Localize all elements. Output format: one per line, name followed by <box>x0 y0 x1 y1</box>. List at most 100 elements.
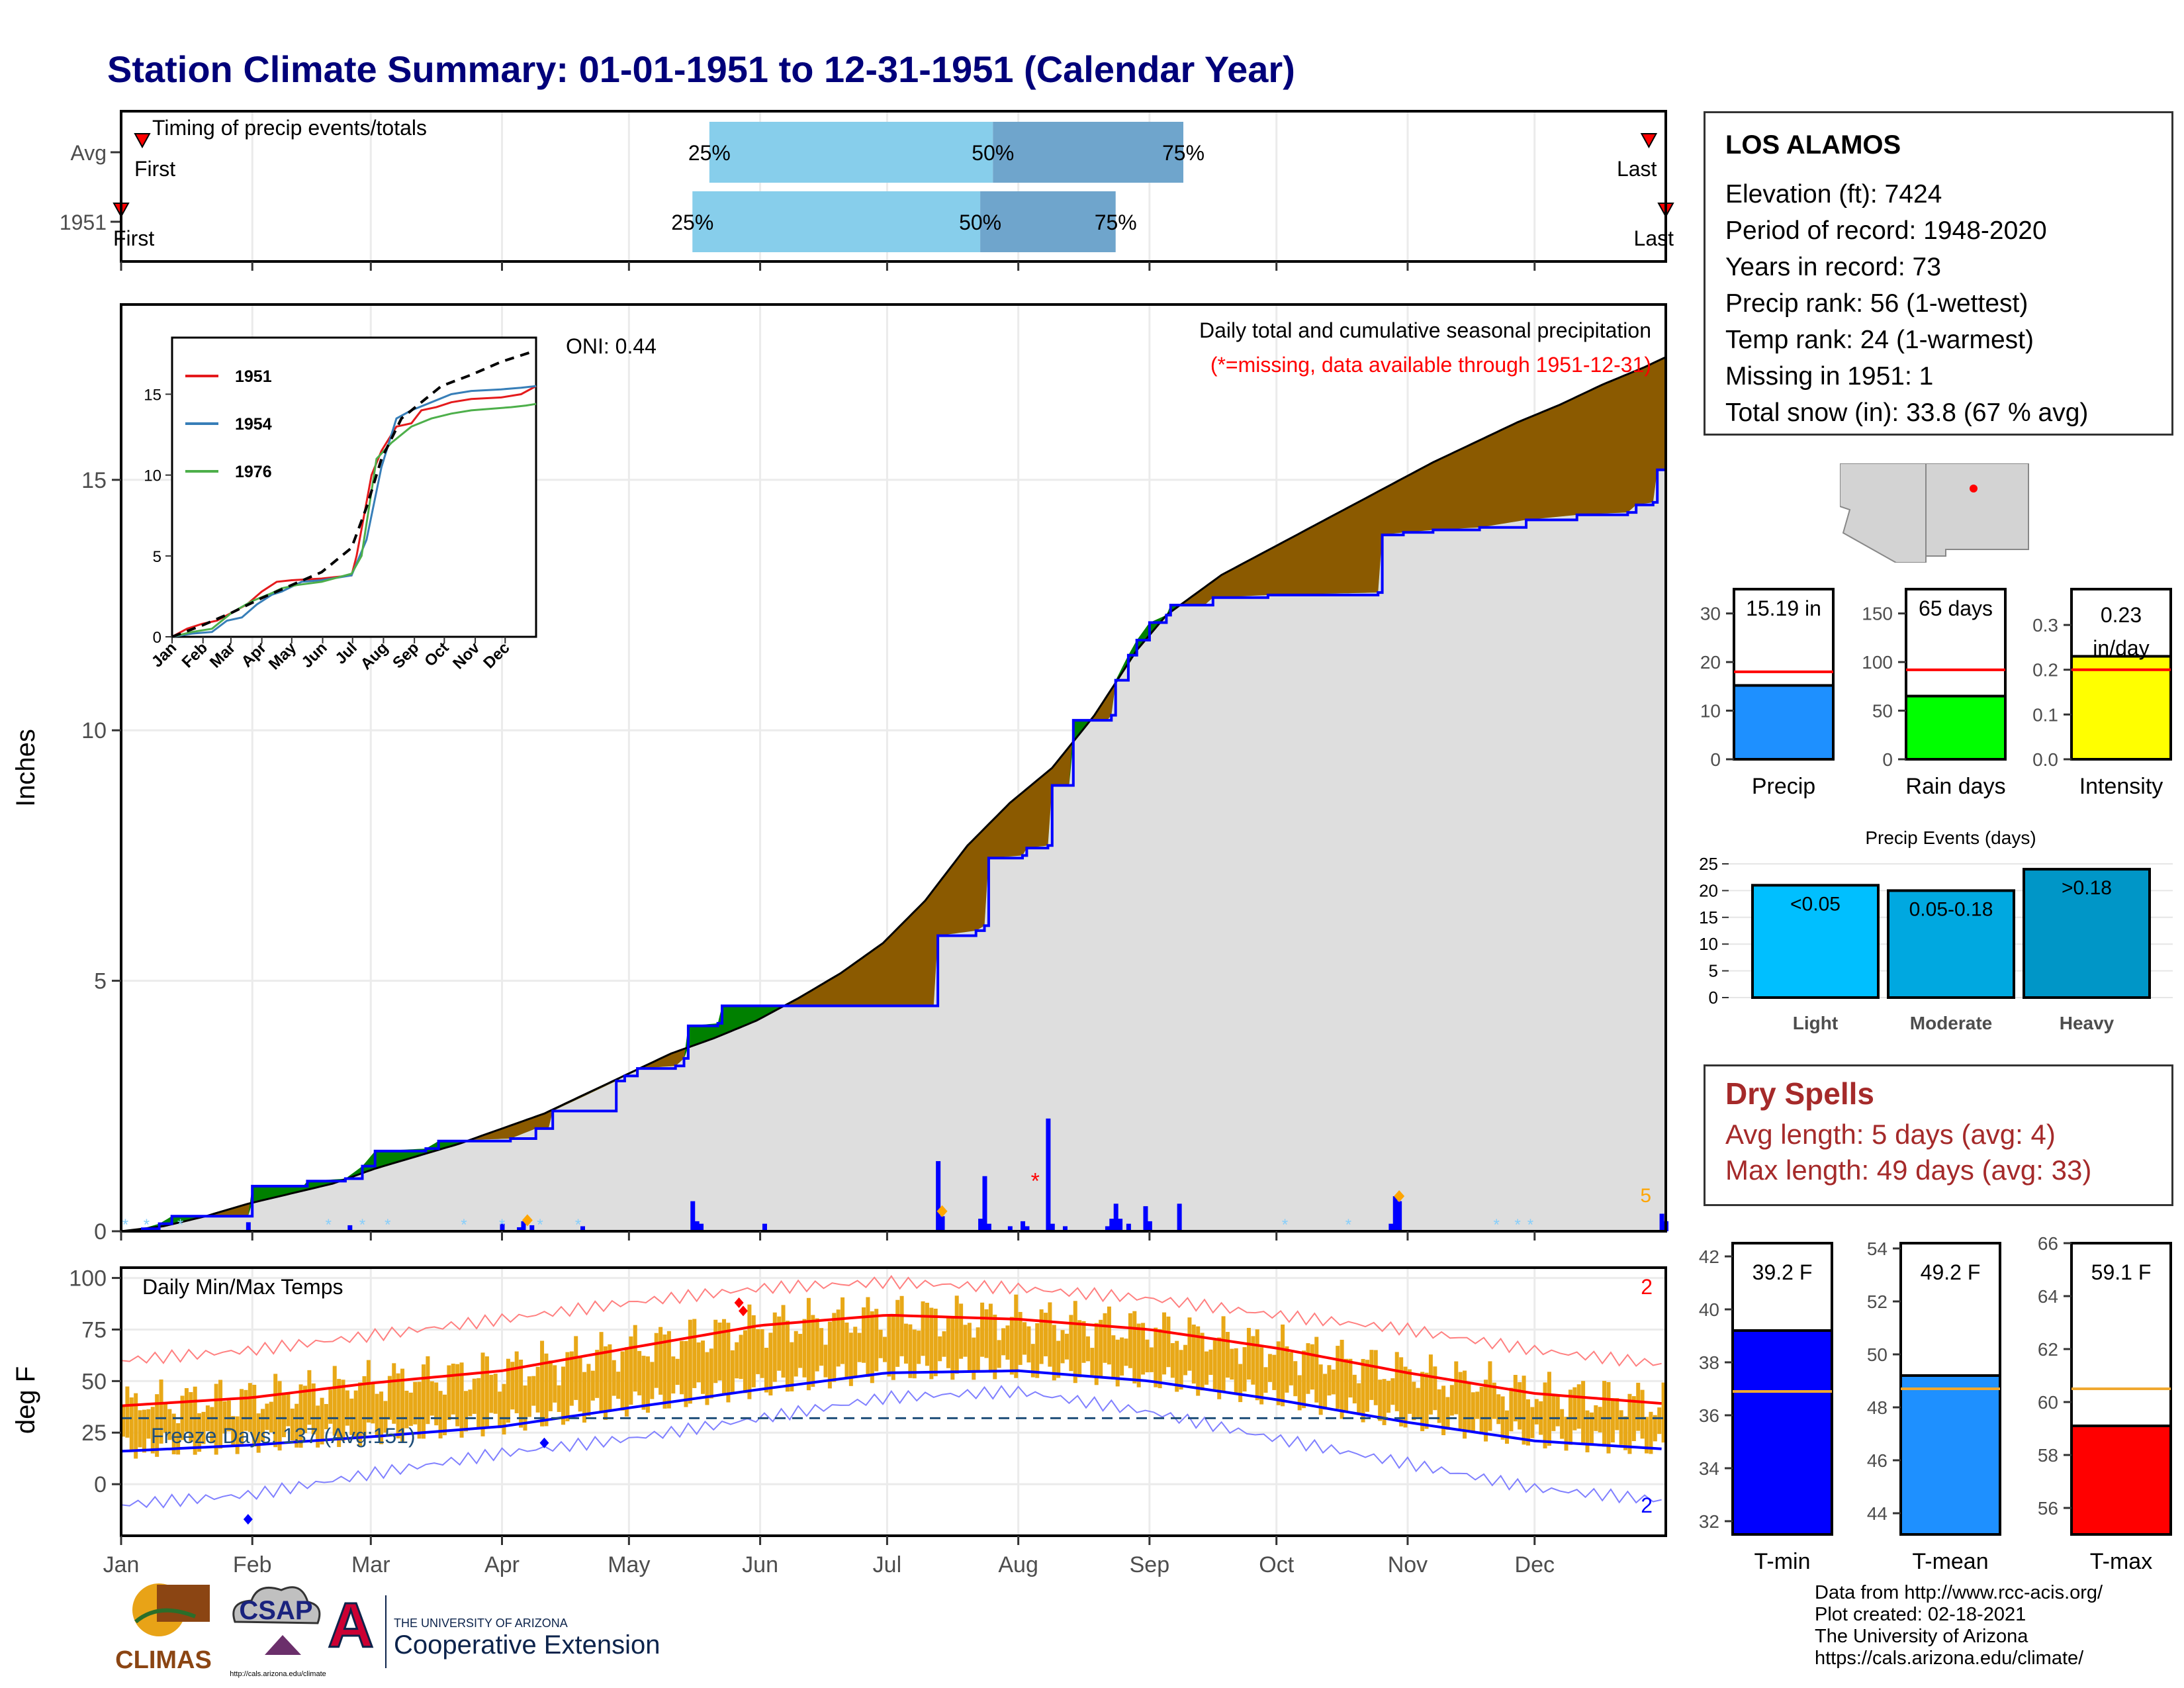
station-years: Years in record: 73 <box>1725 253 1941 281</box>
month-label: Dec <box>1515 1552 1555 1577</box>
temp-day-bar <box>1534 1399 1539 1425</box>
temp-day-bar <box>662 1335 667 1409</box>
station-precip-rank: Precip rank: 56 (1-wettest) <box>1725 289 2028 318</box>
temp-day-bar <box>375 1393 379 1438</box>
temp-day-bar <box>908 1324 913 1378</box>
svg-text:Cooperative Extension: Cooperative Extension <box>394 1630 660 1660</box>
temp-day-bar <box>870 1311 874 1383</box>
tmax-y-tick-label: 56 <box>2038 1498 2058 1519</box>
snow-marker: * <box>122 1216 128 1234</box>
temp-day-bar <box>1048 1302 1052 1367</box>
month-label: Sep <box>1130 1552 1170 1577</box>
temp-day-bar <box>709 1348 713 1399</box>
temp-day-bar <box>1525 1399 1530 1446</box>
dry-spells-avg: Avg length: 5 days (avg: 4) <box>1725 1119 2056 1150</box>
temp-day-bar <box>184 1387 189 1432</box>
daily-precip-bar <box>500 1223 505 1231</box>
location-map <box>1840 463 2032 563</box>
temp-day-bar <box>1081 1321 1086 1363</box>
temp-day-bar <box>142 1409 146 1453</box>
temp-day-bar <box>624 1347 629 1417</box>
temp-day-bar <box>1221 1316 1226 1391</box>
temp-day-bar <box>680 1340 684 1395</box>
temp-day-bar <box>1471 1392 1475 1432</box>
record-high-count: 2 <box>1641 1275 1653 1299</box>
temp-day-bar <box>760 1329 764 1378</box>
precip-frame <box>120 303 1667 1233</box>
timing-percent-label: 25% <box>671 211 713 234</box>
temp-day-bar <box>353 1390 358 1437</box>
temp-day-bar <box>1458 1372 1463 1429</box>
precip-y-tick-label: 5 <box>94 969 107 994</box>
precip-total-bar <box>1733 684 1835 761</box>
rain-days-y-tick-label: 150 <box>1862 604 1893 624</box>
rain-days-y-tick-label: 100 <box>1862 652 1893 673</box>
temp-day-bar <box>883 1336 887 1362</box>
temp-day-bar <box>1183 1344 1188 1376</box>
temp-day-bar <box>1373 1350 1378 1405</box>
daily-precip-bar <box>1113 1203 1118 1231</box>
record-low-line <box>120 1385 1662 1509</box>
temp-day-bar <box>633 1325 637 1392</box>
timing-last-label: Last <box>1634 226 1674 250</box>
temp-day-bar <box>569 1351 574 1406</box>
temp-day-bar <box>853 1327 858 1377</box>
svg-text:THE UNIVERSITY OF ARIZONA: THE UNIVERSITY OF ARIZONA <box>394 1617 568 1630</box>
tmin-y-tick-label: 32 <box>1699 1511 1719 1532</box>
csap-logo: CSAP http://cals.arizona.edu/climate <box>230 1586 326 1678</box>
temp-day-bar <box>201 1411 206 1444</box>
temp-day-bar <box>1424 1372 1429 1429</box>
temp-day-bar <box>400 1368 405 1442</box>
temp-day-bar <box>1657 1407 1662 1434</box>
precip-y-tick-label: 10 <box>81 718 107 743</box>
temp-day-bar <box>794 1331 798 1377</box>
daily-precip-bar <box>521 1221 526 1231</box>
temp-day-bar <box>1132 1311 1137 1383</box>
daily-precip-bar <box>1147 1221 1152 1231</box>
temp-day-bar <box>1522 1376 1526 1445</box>
temp-day-bar <box>684 1340 688 1407</box>
temps-y-tick-label: 0 <box>94 1472 107 1497</box>
snow-marker: * <box>359 1216 365 1234</box>
timing-percent-label: 50% <box>972 141 1014 165</box>
temp-day-bar <box>1589 1412 1594 1444</box>
temp-day-bar <box>1149 1347 1154 1372</box>
temp-day-bar <box>1636 1382 1641 1431</box>
temp-day-bar <box>1085 1336 1090 1362</box>
temp-day-bar <box>1263 1367 1268 1393</box>
temp-day-bar <box>984 1309 989 1358</box>
temp-day-bar <box>844 1322 849 1378</box>
temp-day-bar <box>1513 1375 1518 1422</box>
daily-precip-bar <box>1388 1223 1394 1231</box>
events-bar-label: 0.05-0.18 <box>1909 898 1993 920</box>
temp-day-bar <box>963 1325 968 1357</box>
temp-day-bar <box>269 1401 273 1432</box>
temp-day-bar <box>1281 1324 1285 1407</box>
temp-day-bar <box>1492 1382 1496 1419</box>
tmin-bar <box>1731 1329 1833 1536</box>
month-label: Jan <box>103 1552 140 1577</box>
temp-day-bar <box>565 1352 570 1422</box>
month-label: May <box>608 1552 650 1577</box>
temp-day-bar <box>1060 1330 1065 1364</box>
temp-day-bar <box>273 1374 278 1448</box>
temp-day-bar <box>1090 1348 1095 1376</box>
temp-day-bar <box>295 1403 299 1448</box>
temp-day-bar <box>903 1323 908 1364</box>
temp-day-bar <box>1306 1343 1310 1394</box>
temp-day-bar <box>1145 1339 1150 1373</box>
tmax-y-tick-label: 66 <box>2038 1233 2058 1254</box>
cloud-icon <box>232 1586 321 1624</box>
intensity-y-tick-label: 0.2 <box>2032 660 2058 680</box>
temp-day-bar <box>671 1356 676 1394</box>
inset-y-tick-label: 5 <box>153 548 161 566</box>
daily-precip-bar <box>1392 1196 1398 1231</box>
temp-day-bar <box>557 1385 561 1413</box>
temp-day-bar <box>548 1360 553 1411</box>
temp-day-bar <box>417 1382 422 1439</box>
rain-days-value-label: 65 days <box>1919 596 1993 620</box>
temp-day-bar <box>1115 1339 1120 1387</box>
svg-text:http://cals.arizona.edu/climat: http://cals.arizona.edu/climate <box>230 1670 326 1678</box>
